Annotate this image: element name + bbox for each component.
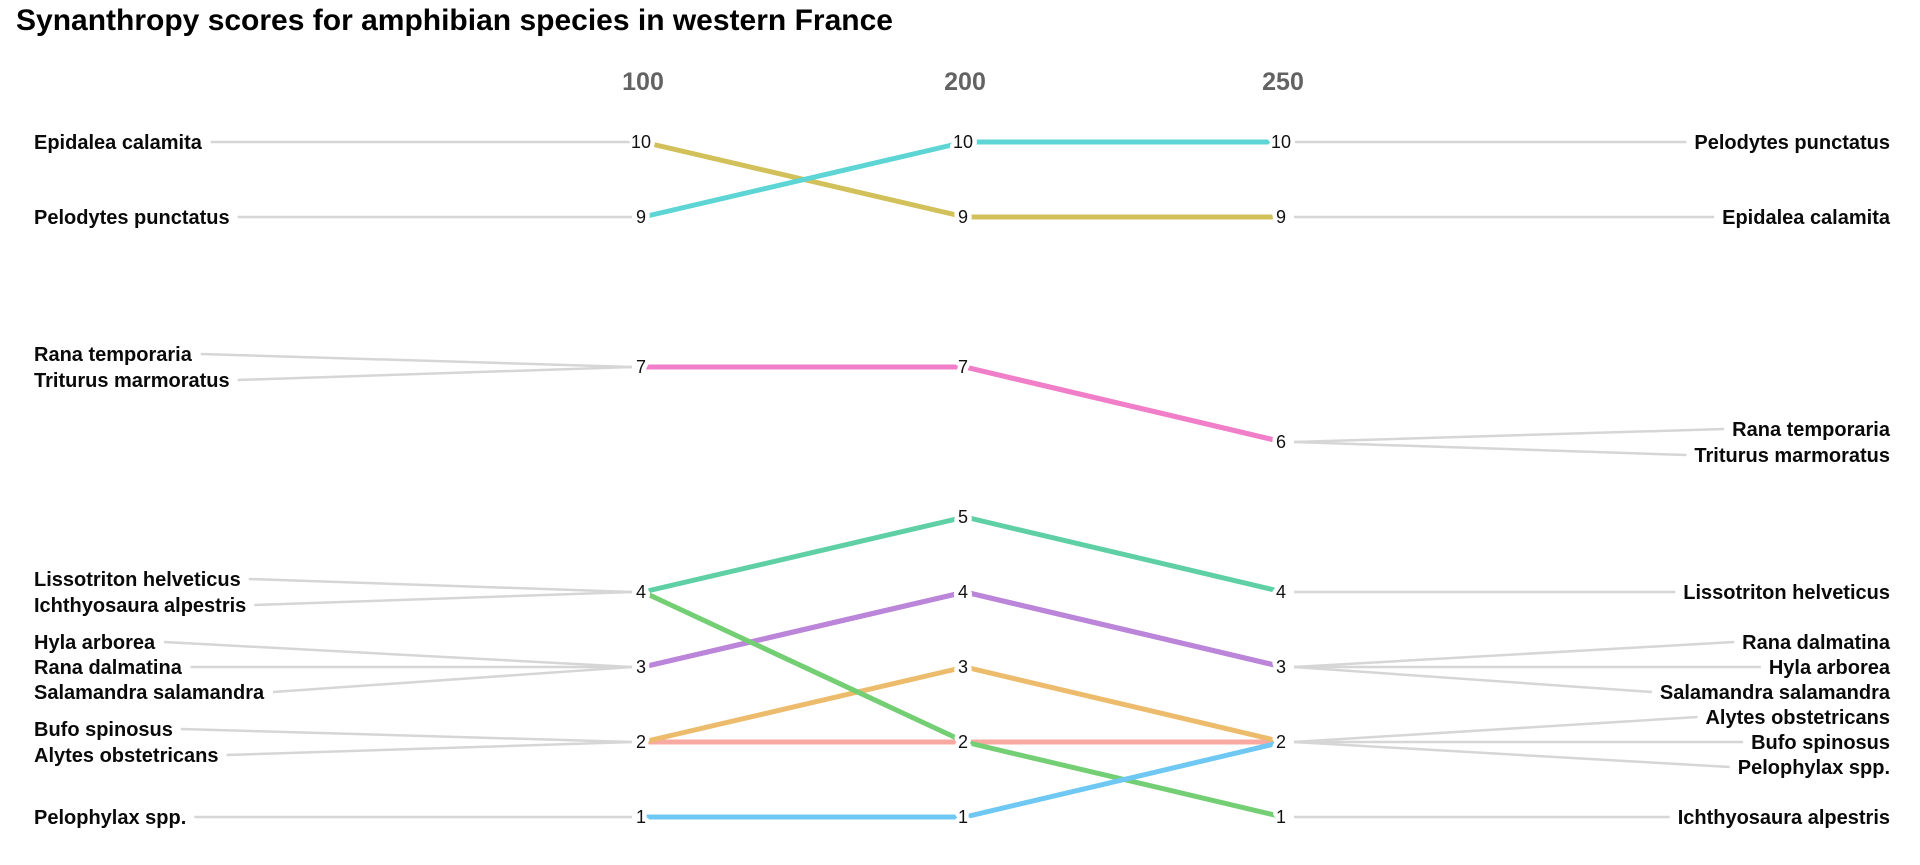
- species-label-left-pelophylax-spp: Pelophylax spp.: [34, 807, 186, 829]
- column-header-200: 200: [944, 68, 986, 96]
- value-label-col3-4: 4: [1276, 582, 1286, 602]
- leader-line-right-rana-dalmatina: [1293, 640, 1735, 669]
- value-label-col2-9: 9: [958, 207, 968, 227]
- value-label-col2-10: 10: [953, 132, 973, 152]
- species-label-right-salamandra-salamandra: Salamandra salamandra: [1660, 682, 1891, 704]
- chart-title: Synanthropy scores for amphibian species…: [16, 4, 893, 37]
- series-lines-layer: [641, 139, 1284, 820]
- value-label-col3-10: 10: [1271, 132, 1291, 152]
- species-label-left-rana-dalmatina: Rana dalmatina: [34, 657, 183, 679]
- species-label-right-bufo-spinosus: Bufo spinosus: [1751, 732, 1890, 754]
- species-label-right-hyla-arborea: Hyla arborea: [1769, 657, 1891, 679]
- species-label-right-alytes-obstetricans: Alytes obstetricans: [1705, 707, 1890, 729]
- leader-line-left-ichthyosaura-alpestris: [254, 590, 633, 607]
- column-header-250: 250: [1262, 68, 1304, 96]
- value-label-col3-1: 1: [1276, 807, 1286, 827]
- species-label-left-salamandra-salamandra: Salamandra salamandra: [34, 682, 265, 704]
- series-line-pelodytes-punctatus: [642, 139, 1283, 220]
- species-label-left-epidalea-calamita: Epidalea calamita: [34, 132, 203, 154]
- species-label-right-epidalea-calamita: Epidalea calamita: [1722, 207, 1891, 229]
- value-label-col1-7: 7: [636, 357, 646, 377]
- leader-line-left-alytes-obstetricans: [226, 740, 633, 757]
- value-label-col2-1: 1: [958, 807, 968, 827]
- species-label-left-alytes-obstetricans: Alytes obstetricans: [34, 745, 219, 767]
- leader-line-right-alytes-obstetricans: [1293, 715, 1698, 744]
- value-label-col3-6: 6: [1276, 432, 1286, 452]
- value-label-col3-2: 2: [1276, 732, 1286, 752]
- species-label-left-bufo-spinosus: Bufo spinosus: [34, 719, 173, 741]
- leader-lines-layer: [163, 140, 1761, 819]
- species-label-left-lissotriton-helveticus: Lissotriton helveticus: [34, 569, 241, 591]
- value-label-col1-9: 9: [636, 207, 646, 227]
- species-label-right-rana-dalmatina: Rana dalmatina: [1742, 632, 1891, 654]
- species-label-right-rana-temporaria: Rana temporaria: [1732, 419, 1891, 441]
- species-labels-layer: Epidalea calamita Pelodytes punctatus Rana…: [34, 132, 1891, 829]
- leader-line-right-pelophylax-spp: [1293, 740, 1730, 769]
- series-line-salamandra-salamandra: [642, 589, 1284, 670]
- series-line-ichthyosaura-alpestris: [641, 589, 1284, 820]
- species-label-left-hyla-arborea: Hyla arborea: [34, 632, 156, 654]
- value-label-col2-7: 7: [958, 357, 968, 377]
- leader-line-right-salamandra-salamandra: [1293, 665, 1652, 694]
- species-label-left-triturus-marmoratus: Triturus marmoratus: [34, 370, 230, 392]
- leader-line-left-salamandra-salamandra: [272, 665, 633, 694]
- leader-line-left-rana-temporaria: [200, 352, 633, 369]
- value-label-col1-2: 2: [636, 732, 646, 752]
- value-labels-layer: 10 9 7 4 3 2 1 10 9 7 5 4 3 2 1 10 9 6 4 3 2 1: [626, 128, 1295, 832]
- value-label-col2-4: 4: [958, 582, 968, 602]
- species-label-left-rana-temporaria: Rana temporaria: [34, 344, 193, 366]
- series-line-rana-temporaria: [643, 364, 1284, 445]
- column-headers-layer: 100 200 250: [622, 68, 1304, 96]
- leader-line-right-triturus-marmoratus: [1293, 440, 1687, 457]
- species-label-left-pelodytes-punctatus: Pelodytes punctatus: [34, 207, 230, 229]
- leader-line-left-hyla-arborea: [163, 640, 633, 669]
- series-line-hyla-arborea: [642, 589, 1284, 670]
- series-line-bufo-spinosus: [642, 664, 1284, 745]
- species-label-right-lissotriton-helveticus: Lissotriton helveticus: [1683, 582, 1890, 604]
- series-line-triturus-marmoratus: [643, 364, 1284, 445]
- value-label-col1-10: 10: [631, 132, 651, 152]
- series-line-epidalea-calamita: [642, 139, 1283, 220]
- value-label-col3-3: 3: [1276, 657, 1286, 677]
- leader-line-left-lissotriton-helveticus: [248, 577, 633, 594]
- leader-line-left-triturus-marmoratus: [237, 365, 633, 382]
- value-label-col2-2: 2: [958, 732, 968, 752]
- value-label-col2-3: 3: [958, 657, 968, 677]
- leader-line-right-rana-temporaria: [1293, 427, 1725, 444]
- value-label-col1-1: 1: [636, 807, 646, 827]
- series-line-rana-dalmatina: [642, 589, 1284, 670]
- species-label-right-ichthyosaura-alpestris: Ichthyosaura alpestris: [1678, 807, 1890, 829]
- series-line-lissotriton-helveticus: [642, 514, 1284, 595]
- leader-line-left-bufo-spinosus: [180, 727, 633, 744]
- species-label-left-ichthyosaura-alpestris: Ichthyosaura alpestris: [34, 595, 246, 617]
- value-label-col1-3: 3: [636, 657, 646, 677]
- value-label-col2-5: 5: [958, 507, 968, 527]
- column-header-100: 100: [622, 68, 664, 96]
- species-label-right-pelophylax-spp: Pelophylax spp.: [1738, 757, 1890, 779]
- species-label-right-triturus-marmoratus: Triturus marmoratus: [1694, 445, 1890, 467]
- species-label-right-pelodytes-punctatus: Pelodytes punctatus: [1694, 132, 1890, 154]
- value-label-col3-9: 9: [1276, 207, 1286, 227]
- value-label-col1-4: 4: [636, 582, 646, 602]
- series-line-pelophylax-spp: [643, 739, 1284, 820]
